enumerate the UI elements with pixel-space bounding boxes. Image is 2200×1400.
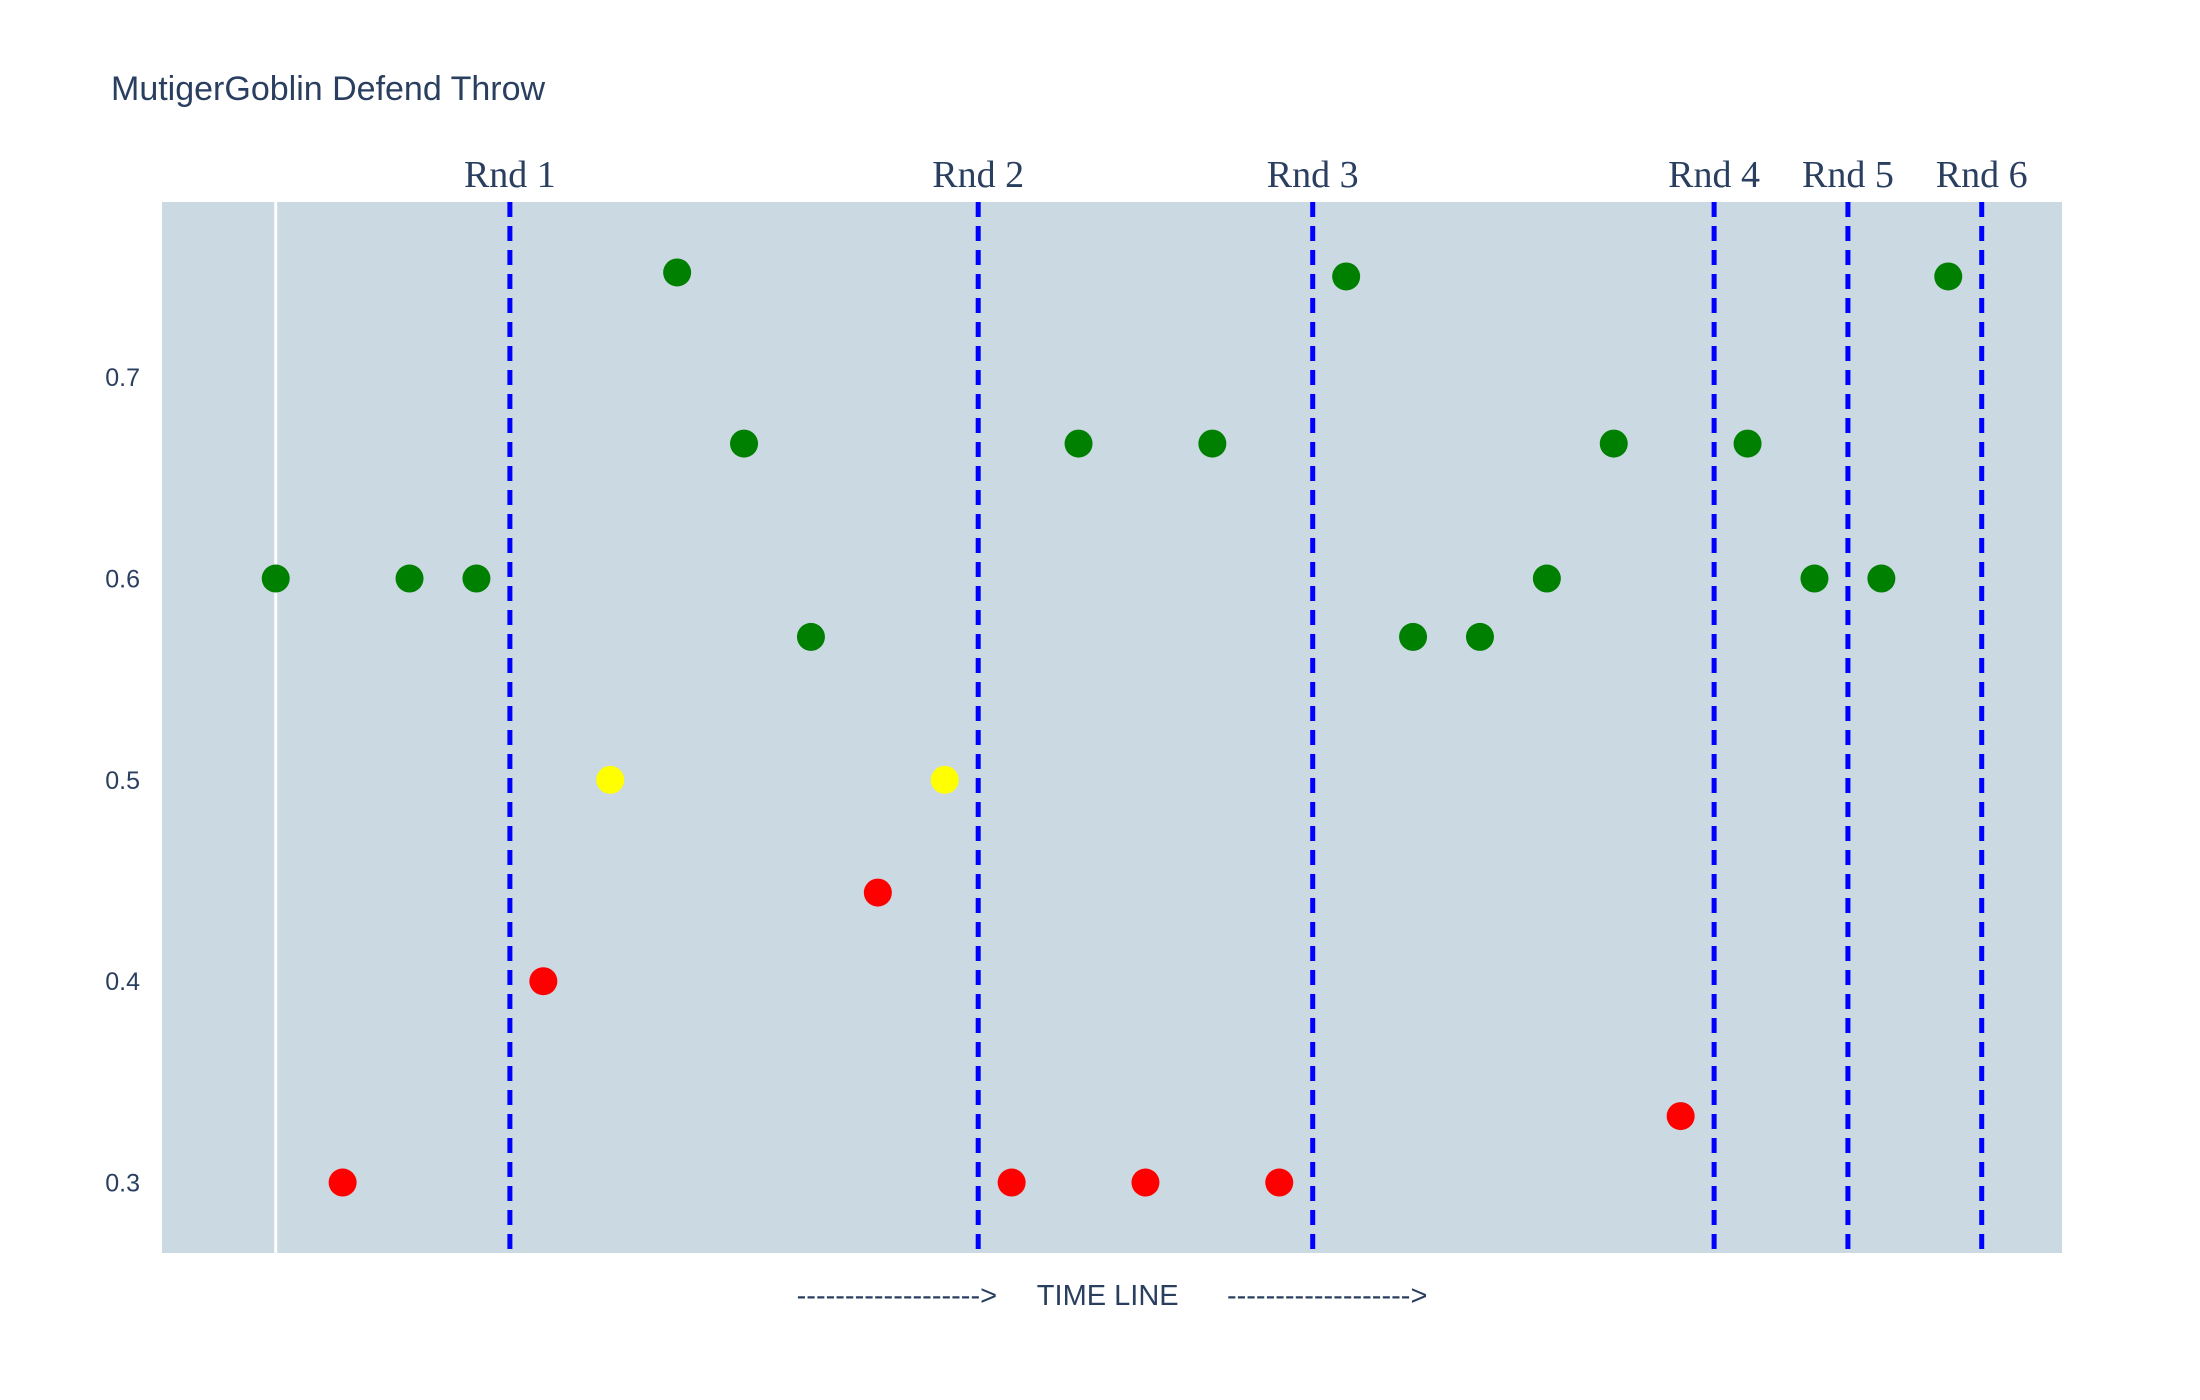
plot-area [162,202,2062,1253]
data-point-18 [1465,622,1494,651]
data-point-7 [730,429,759,458]
data-point-13 [1131,1168,1160,1197]
data-point-0 [261,564,290,593]
y-tick-label-0: 0.3 [105,1170,140,1198]
data-point-4 [529,967,558,996]
data-point-8 [796,622,825,651]
data-point-11 [997,1168,1026,1197]
data-point-2 [395,564,424,593]
data-point-9 [863,878,892,907]
chart-title: MutigerGoblin Defend Throw [111,70,545,108]
round-label-2: Rnd 2 [932,154,1024,196]
data-point-23 [1800,564,1829,593]
y-tick-label-4: 0.7 [105,364,140,392]
data-point-1 [328,1168,357,1197]
data-point-17 [1399,622,1428,651]
round-label-5: Rnd 5 [1802,154,1894,196]
data-point-21 [1666,1102,1695,1131]
data-point-15 [1265,1168,1294,1197]
data-point-25 [1934,262,1963,291]
data-point-6 [663,258,692,287]
round-label-1: Rnd 1 [464,154,556,196]
data-point-22 [1733,429,1762,458]
data-point-19 [1532,564,1561,593]
round-labels: Rnd 1 Rnd 2 Rnd 3 Rnd 4 Rnd 5 Rnd 6 [464,154,2028,196]
x-axis-label: -------------------> TIME LINE ---------… [797,1280,1428,1312]
y-tick-label-3: 0.6 [105,566,140,594]
data-point-3 [462,564,491,593]
data-point-24 [1867,564,1896,593]
data-point-10 [930,765,959,794]
y-tick-label-2: 0.5 [105,767,140,795]
data-point-16 [1332,262,1361,291]
round-label-4: Rnd 4 [1668,154,1760,196]
round-label-6: Rnd 6 [1936,154,2028,196]
data-point-12 [1064,429,1093,458]
data-point-14 [1198,429,1227,458]
round-lines [507,202,1985,1253]
y-tick-label-1: 0.4 [105,968,140,996]
y-axis-ticks: 0.3 0.4 0.5 0.6 0.7 [105,364,140,1197]
data-point-5 [596,765,625,794]
data-point-20 [1599,429,1628,458]
data-points [261,258,1963,1197]
round-label-3: Rnd 3 [1267,154,1359,196]
